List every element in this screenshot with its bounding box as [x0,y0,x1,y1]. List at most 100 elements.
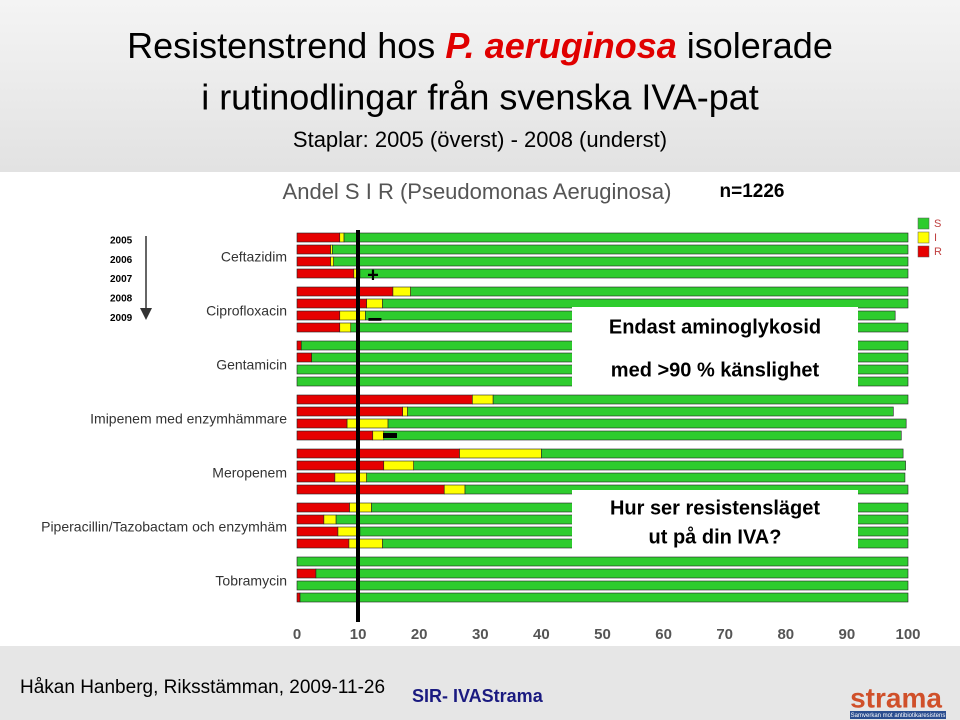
legend-swatch [917,245,930,258]
bar-segment [359,268,909,279]
bar-segment [299,592,909,603]
bar-segment [410,286,909,297]
bar-segment [349,502,372,513]
x-tick-label: 90 [839,626,856,643]
note-text: Hur ser resistensläget [610,497,820,519]
footer-text: Håkan Hanberg, Riksstämman, 2009-11-26 [20,677,385,698]
annotation: n=1226 [720,181,785,202]
bar-segment [323,514,337,525]
category-label: Piperacillin/Tazobactam och enzymhäm [41,519,287,535]
title: Resistenstrend hos P. aeruginosa isolerade [127,25,833,66]
bar-segment [296,352,312,363]
bar-segment [296,232,341,243]
bar-segment [366,472,906,483]
legend-label: R [934,246,942,258]
year-label: 2009 [110,313,133,324]
bar-segment [296,526,339,537]
bar-segment [296,430,374,441]
bar-segment [296,448,460,459]
bar-segment [296,568,317,579]
bar-segment [296,472,336,483]
x-tick-label: 30 [472,626,489,643]
bar-segment [315,568,909,579]
bar-segment [296,592,301,603]
bar-segment [334,472,367,483]
bar-segment [339,322,352,333]
bar-segment [296,244,331,255]
x-tick-label: 40 [533,626,550,643]
category-label: Imipenem med enzymhämmare [90,411,287,427]
bar-segment [343,232,909,243]
bar-segment [339,232,345,243]
bar-segment [296,460,385,471]
logo-tagline: Samverkan mot antibiotikaresistens [851,713,946,719]
bar-segment [346,418,389,429]
bar-segment [413,460,906,471]
year-label: 2007 [110,274,133,285]
bar-segment [296,394,473,405]
category-label: Meropenem [212,465,287,481]
category-label: Ciprofloxacin [206,303,287,319]
note-box [572,307,858,388]
bar-segment [296,406,404,417]
note-text: ut på din IVA? [649,525,782,548]
header-bg [0,0,960,172]
category-label: Ceftazidim [221,249,287,265]
marker-minus: − [367,304,382,334]
bar-segment [387,418,907,429]
bar-segment [541,448,904,459]
bar-segment [296,268,355,279]
bar-segment [296,256,331,267]
bar-segment [296,580,909,591]
legend-label: S [934,218,941,230]
x-tick-label: 20 [411,626,428,643]
logo: strama [850,682,942,713]
subtitle: Staplar: 2005 (överst) - 2008 (underst) [293,127,667,152]
bar-segment [296,340,302,351]
bar-segment [339,310,366,321]
bar-segment [392,286,411,297]
bar-segment [407,406,894,417]
x-tick-label: 80 [777,626,794,643]
bar-segment [472,394,494,405]
bar-segment [296,418,348,429]
footer-center: SIR- IVAStrama [412,686,544,706]
bar-segment [382,298,909,309]
x-tick-label: 0 [293,626,301,643]
year-label: 2005 [110,236,133,247]
marker-plus: + [367,264,379,286]
x-tick-label: 10 [350,626,367,643]
bar-segment [296,322,341,333]
bar-segment [296,538,350,549]
bar-segment [372,430,385,441]
year-label: 2008 [110,294,133,305]
bar-segment [383,460,415,471]
bar-segment [296,502,350,513]
x-tick-label: 100 [895,626,920,643]
bar-segment [459,448,542,459]
category-label: Gentamicin [216,357,287,373]
logo-bar [850,711,946,719]
bar-segment [296,286,394,297]
marker-dash [383,433,397,438]
note-text: med >90 % känslighet [611,359,820,381]
chart-title: Andel S I R (Pseudomonas Aeruginosa) [283,179,672,204]
legend-label: I [934,232,937,244]
note-box [572,490,858,555]
note-text: Endast aminoglykosid [609,316,821,338]
x-tick-label: 60 [655,626,672,643]
title: i rutinodlingar från svenska IVA-pat [201,77,759,118]
year-label: 2006 [110,255,133,266]
bar-segment [348,538,383,549]
footer-bg [0,646,960,720]
bar-segment [296,484,445,495]
x-tick-label: 70 [716,626,733,643]
bar-segment [330,256,334,267]
bar-segment [402,406,408,417]
bar-segment [443,484,466,495]
bar-segment [332,244,909,255]
bar-segment [333,256,909,267]
bar-segment [296,310,341,321]
